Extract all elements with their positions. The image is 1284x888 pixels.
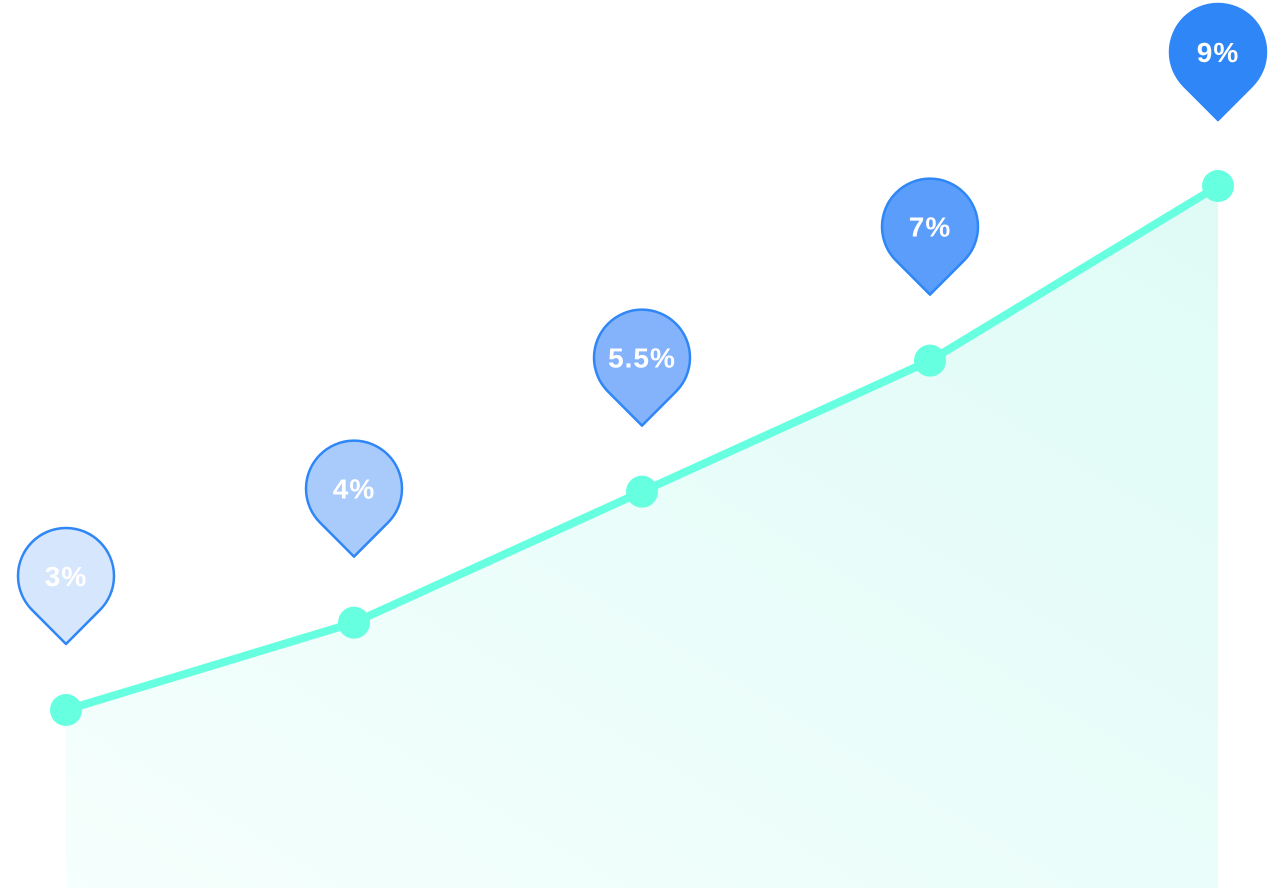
data-label-4: 7% — [909, 212, 951, 243]
value-pin-2: 4% — [304, 439, 404, 558]
pin-marker-icon — [592, 308, 692, 427]
data-point-3 — [626, 475, 658, 508]
data-label-1: 3% — [45, 561, 87, 592]
pin-marker-icon — [16, 526, 116, 646]
data-label-5: 9% — [1197, 37, 1239, 68]
pin-marker-icon — [304, 439, 404, 558]
value-pin-1: 3% — [16, 526, 116, 646]
data-label-3: 5.5% — [608, 343, 676, 374]
value-pin-4: 7% — [880, 177, 980, 296]
data-point-5 — [1202, 170, 1234, 202]
pin-marker-icon — [1168, 2, 1268, 122]
data-label-2: 4% — [333, 474, 375, 505]
pin-marker-icon — [880, 177, 980, 296]
value-pin-5: 9% — [1168, 2, 1268, 122]
value-pin-3: 5.5% — [592, 308, 692, 427]
data-point-2 — [338, 606, 370, 639]
data-point-4 — [914, 344, 946, 377]
data-point-1 — [50, 694, 82, 726]
